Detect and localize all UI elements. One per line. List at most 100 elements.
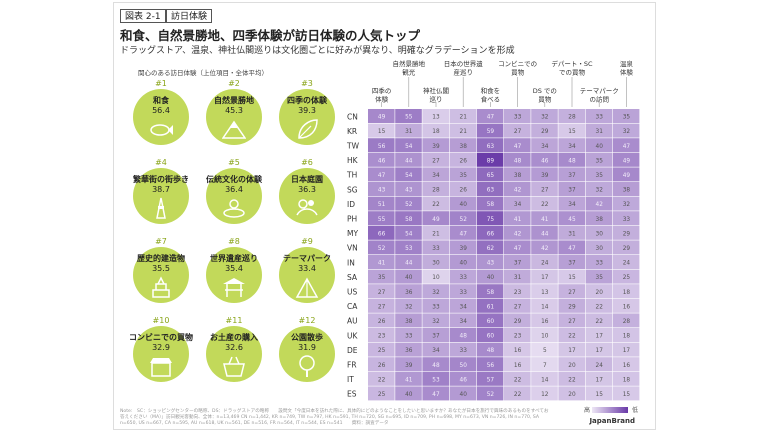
cell-value: 33	[596, 115, 604, 121]
cell-value: 32	[541, 115, 549, 121]
heatmap-cell	[422, 196, 449, 211]
heatmap-cell	[422, 152, 449, 167]
heatmap-cell	[422, 328, 449, 342]
cell-value: 46	[460, 377, 468, 383]
heatmap-cell	[449, 386, 477, 401]
heatmap-cell	[449, 298, 477, 313]
cell-value: 34	[568, 202, 576, 208]
page-title: 和食、自然景勝地、四季体験が訪日体験の人気トップ	[120, 28, 421, 43]
column-header: 食べる	[481, 95, 501, 104]
cell-value: 27	[378, 290, 386, 296]
ranking-item: #8 世界遺産巡り 35.4	[201, 237, 267, 303]
cell-value: 60	[487, 334, 495, 340]
heatmap-cell	[504, 211, 531, 226]
heatmap-cell	[585, 240, 613, 255]
heatmap-cell	[531, 386, 558, 401]
cell-value: 52	[378, 246, 386, 252]
column-header: 温泉	[620, 59, 634, 68]
heatmap-cell	[395, 240, 422, 255]
row-label: AU	[347, 317, 358, 326]
heatmap-cell	[476, 298, 504, 313]
cell-value: 35	[596, 158, 604, 164]
cell-value: 41	[541, 217, 549, 223]
cell-value: 41	[514, 217, 522, 223]
cell-value: 32	[405, 304, 413, 310]
row-label: PH	[347, 215, 357, 224]
ranking-value: 36.3	[298, 185, 316, 194]
rank-number: #2	[228, 79, 240, 88]
column-header: 買物	[538, 95, 552, 104]
column-header: での買物	[559, 68, 586, 77]
cell-value: 18	[623, 334, 631, 340]
heatmap-cell	[531, 182, 558, 196]
cell-value: 21	[432, 231, 440, 237]
row-label: TW	[346, 142, 360, 151]
heatmap-cell	[395, 284, 422, 299]
cell-value: 28	[623, 319, 631, 325]
cell-value: 56	[487, 363, 495, 369]
heatmap-cell	[449, 152, 477, 167]
cell-value: 52	[460, 217, 468, 223]
cell-value: 15	[378, 129, 386, 135]
heatmap-cell	[476, 255, 504, 269]
cell-value: 49	[432, 217, 440, 223]
cell-value: 65	[487, 173, 495, 179]
heatmap-cell	[476, 357, 504, 372]
cell-value: 44	[541, 231, 549, 237]
leaf-icon	[298, 119, 318, 139]
heatmap-cell	[395, 182, 422, 196]
ranking-label: 世界遺産巡り	[210, 254, 258, 263]
ranking-label: 日本庭園	[291, 175, 323, 184]
cell-value: 63	[487, 144, 495, 150]
heatmap-cell	[422, 342, 449, 357]
column-header: 観光	[402, 68, 416, 77]
ranking-circle: コンビニでの買物 32.9	[129, 326, 193, 382]
heatmap-cell	[476, 386, 504, 401]
heatmap-cell	[585, 225, 613, 240]
column-header: 自然景勝地	[393, 59, 426, 68]
heatmap-cell	[368, 211, 395, 226]
cell-value: 38	[623, 188, 631, 194]
cell-value: 26	[460, 158, 468, 164]
heatmap-cell	[504, 328, 531, 342]
cell-value: 34	[514, 202, 522, 208]
cell-value: 48	[568, 158, 576, 164]
cell-value: 38	[405, 319, 413, 325]
row-label: HK	[347, 156, 359, 165]
ranking-item: #3 四季の体験 39.3	[274, 79, 340, 145]
heatmap-cell	[531, 269, 558, 284]
ranking-heading: 関心のある訪日体験（上位項目・全体平均）	[138, 69, 268, 77]
heatmap-cell	[558, 371, 585, 386]
cell-value: 25	[623, 275, 631, 281]
row-label: ID	[347, 200, 355, 209]
cell-value: 66	[487, 231, 495, 237]
cell-value: 35	[596, 275, 604, 281]
cell-value: 25	[378, 392, 386, 398]
heatmap-cell	[368, 313, 395, 328]
heatmap-cell	[612, 328, 640, 342]
heatmap-cell	[531, 211, 558, 226]
cell-value: 33	[405, 334, 413, 340]
heatmap-cell	[395, 152, 422, 167]
heatmap-cell	[612, 109, 640, 123]
heatmap-cell	[531, 284, 558, 299]
heatmap-cell	[531, 196, 558, 211]
heatmap-cell	[476, 152, 504, 167]
column-header: 体験	[375, 95, 389, 104]
heatmap-cell	[612, 196, 640, 211]
heatmap-cell	[504, 371, 531, 386]
cell-value: 22	[541, 202, 549, 208]
heatmap-cell	[531, 342, 558, 357]
cell-value: 40	[596, 144, 604, 150]
cell-value: 26	[378, 319, 386, 325]
cell-value: 24	[596, 363, 604, 369]
heatmap-cell	[612, 123, 640, 138]
column-header: デパート・SC	[551, 59, 593, 68]
cell-value: 27	[568, 319, 576, 325]
cell-value: 47	[514, 246, 522, 252]
cell-value: 48	[514, 158, 522, 164]
column-header: 産巡り	[453, 68, 473, 77]
row-label: FR	[347, 361, 357, 370]
heatmap-cell	[612, 298, 640, 313]
cell-value: 30	[596, 246, 604, 252]
